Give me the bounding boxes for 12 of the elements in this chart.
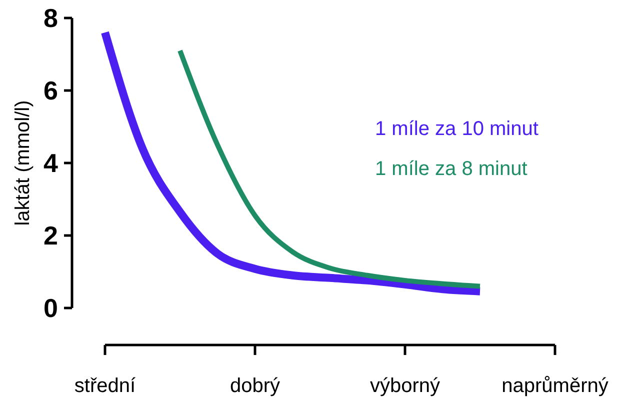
x-tick-label: střední [74,375,136,397]
y-tick-label: 4 [44,148,59,178]
y-tick-label: 2 [44,220,58,251]
y-axis-title: laktát (mmol/l) [12,100,34,226]
y-tick-label: 6 [44,76,58,106]
y-tick-label: 0 [44,293,58,324]
x-tick-label: naprůměrný [502,375,608,397]
y-tick-label: 8 [44,3,58,34]
text: 1 míle za 8 minut [375,158,528,180]
text: 1 míle za 10 minut [375,118,539,140]
x-tick-label: výborný [370,375,440,397]
x-tick-label: dobrý [230,375,280,397]
